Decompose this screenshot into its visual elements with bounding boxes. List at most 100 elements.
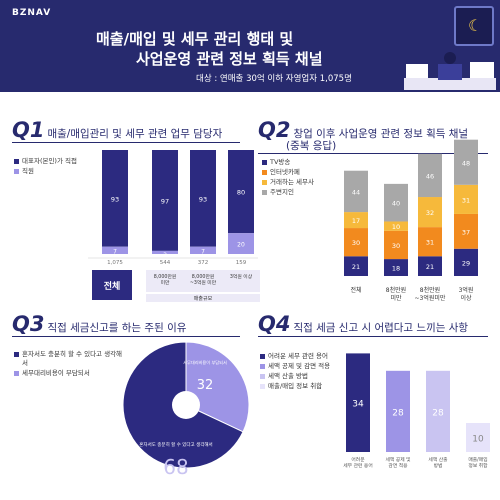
bar-segment-0 [344,256,368,276]
bar-segment-3 [418,153,442,198]
q1-legend: 대표자(본인)가 직접 직원 [14,157,77,177]
sample-count-label: 372 [198,260,209,266]
bar-segment-3 [454,139,478,185]
slice-value: 68 [163,455,188,479]
legend-item: 직원 [14,167,77,176]
bar-segment-3 [384,183,408,222]
data-label: 93 [111,195,119,203]
axis-group-label: 매출규모 [194,295,213,302]
category-box-total [92,270,132,300]
tick-label: 8천만원 ~3억원미만 [415,286,446,302]
legend-swatch [14,371,19,376]
data-label: 21 [352,263,360,271]
bar-segment-direct [190,150,216,247]
legend-swatch [14,159,19,164]
legend-swatch [262,180,267,185]
bar-segment-0 [384,259,408,276]
bar [466,423,490,452]
legend-swatch [262,190,267,195]
data-label: 7 [113,248,117,255]
data-label: 31 [462,196,470,204]
bar-segment-staff [228,233,254,254]
q2-title-line2: (중복 응답) [286,140,337,152]
data-label: 93 [199,195,207,203]
legend-item: 대표자(본인)가 직접 [14,157,77,166]
q3-underline [12,336,240,337]
data-label: 17 [352,217,360,225]
q4-title: 직접 세금 신고 시 어렵다고 느끼는 사항 [293,322,469,334]
data-label: 21 [426,263,434,271]
data-label: 46 [426,172,434,180]
bar [346,353,370,452]
header-banner: BZNAV 매출/매입 및 세무 관리 행태 및 사업운영 관련 정보 획득 채… [0,0,500,92]
sample-count-label: 544 [160,260,171,266]
bar-segment-2 [454,184,478,214]
tick-label: 3억원 이상 [230,273,253,280]
data-label: 30 [352,239,360,247]
legend-swatch [260,354,265,359]
data-label: 44 [352,188,360,196]
q4-legend: 어려운 세무 관련 용어 세액 공제 및 감면 적용 세액 산출 방법 매출/매… [260,352,330,392]
legend-swatch [260,364,265,369]
legend-item: 거래하는 세무사 [262,178,314,187]
tick-label: 전체 [104,280,121,292]
legend-item: 세액 산출 방법 [260,372,330,381]
data-label: 10 [472,435,484,445]
q2-legend: TV방송 인터넷카페 거래하는 세무사 주변지인 [262,158,314,198]
data-label: 32 [426,209,434,217]
legend-swatch [262,160,267,165]
data-label: 7 [201,248,205,255]
q1-title: 매출/매입관리 및 세무 관련 업무 담당자 [47,128,223,140]
legend-swatch [14,352,19,357]
bar [426,370,450,452]
legend-item: 인터넷카페 [262,168,314,177]
bar [386,370,410,452]
tick-label: 8,000만원 ~3억원 미만 [190,273,217,286]
slice-label: 혼자서도 충분히 할 수 있다고 생각해서 [139,441,212,448]
data-label: 28 [392,408,404,418]
sample-count-label: 1,075 [107,260,123,266]
category-box [184,270,222,292]
legend-swatch [262,170,267,175]
data-label: 37 [462,228,470,236]
data-label: 18 [392,265,400,273]
bar-segment-2 [384,221,408,231]
legend-item: 세액 공제 및 감면 적용 [260,362,330,371]
legend-item: 혼자서도 충분히 할 수 있다고 생각해서 [14,350,124,368]
data-label: 97 [161,197,169,205]
crescent-moon-icon: ☾ [454,6,494,46]
bar-segment-3 [344,170,368,213]
slice-label: 세무대리비용이 부담되서 [183,359,227,366]
data-label: 80 [237,189,245,197]
legend-swatch [14,169,19,174]
tick-label: 세액 산출 방법 [428,456,448,469]
data-label: 20 [237,242,245,249]
bar-segment-1 [418,227,442,257]
q3-title: 직접 세금신고를 하는 주된 이유 [47,322,187,334]
bar-segment-2 [418,197,442,228]
legend-swatch [260,384,265,389]
data-label: 28 [432,408,444,418]
bar-segment-staff [190,246,216,254]
legend-swatch [260,374,265,379]
bar-segment-direct [102,150,128,247]
data-label: 30 [392,242,400,250]
legend-item: TV방송 [262,158,314,167]
tick-label: 세액 공제 및 감면 적용 [385,456,411,469]
bar-segment-0 [454,248,478,276]
sample-count-label: 159 [236,260,247,266]
legend-item: 어려운 세무 관련 용어 [260,352,330,361]
slice-value: 32 [197,378,214,393]
q3-legend: 혼자서도 충분히 할 수 있다고 생각해서 세무대리비용이 부담되서 [14,350,124,379]
pie-slice [185,341,250,433]
q2-heading: Q2 창업 이후 사업운영 관련 정보 획득 채널 [258,118,469,142]
data-label: 10 [392,223,400,231]
tick-label: 어려운 세무 관련 용어 [343,456,373,469]
category-box [222,270,260,292]
bar-segment-1 [384,230,408,260]
page-subtitle: 대상 : 연매출 30억 이하 자영업자 1,075명 [196,74,352,84]
legend-item: 주변지인 [262,188,314,197]
data-label: 29 [462,259,470,267]
legend-item: 세무대리비용이 부담되서 [14,369,124,378]
